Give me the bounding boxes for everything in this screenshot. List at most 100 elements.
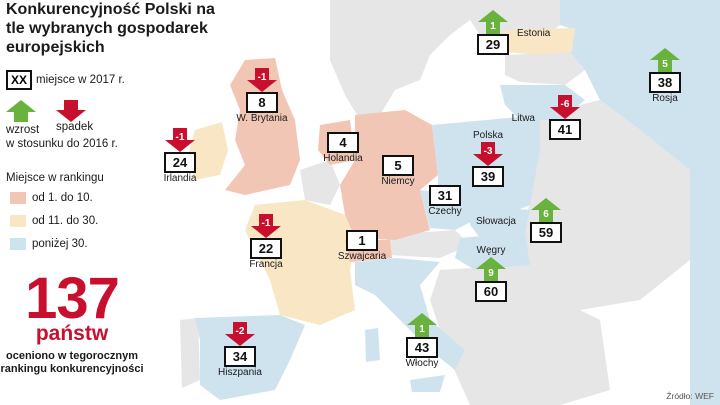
land-slovakia [470,205,530,238]
country-name: Niemcy [381,176,415,187]
swatch-below30 [10,238,26,250]
country-marker: Polska -3 39 [448,130,528,187]
land-austria [385,230,470,258]
land-uk [225,58,300,195]
rank-box: 31 [429,185,461,206]
country-name: Włochy [405,358,439,369]
rank-box: 41 [549,119,581,140]
country-marker: 1 43 Włochy [382,313,462,370]
range-label-below30: poniżej 30. [32,238,88,250]
rank-box: 24 [164,152,196,173]
land-estonia [505,28,575,55]
country-marker: -1 24 Irlandia [140,128,220,185]
country-name: Węgry [476,245,506,256]
rank-box: 34 [224,346,256,367]
country-name: Francja [249,259,283,270]
country-marker: 6 59 [506,198,586,243]
map-title: Konkurencyjność Polski na tle wybranych … [6,1,215,56]
country-name: Słowacja [475,216,516,227]
land-russia [560,0,720,405]
rise-arrow-icon: 6 [531,198,561,222]
rank-legend-title: Miejsce w rankingu [6,172,104,184]
summary-unit: państw [35,322,109,345]
fall-arrow-icon: -1 [247,68,277,92]
country-name: Irlandia [163,173,197,184]
fall-arrow-icon [56,100,86,122]
rank-change: -1 [258,72,267,83]
country-name: Szwajcaria [337,251,387,262]
rise-label: wzrost [6,124,40,136]
land-portugal [180,318,200,388]
land-scandinavia [330,0,470,120]
summary-number: 137 [25,266,120,331]
rank-box: 5 [382,155,414,176]
country-name: Holandia [323,153,363,164]
rank-box: 43 [406,337,438,358]
rank-change: 1 [419,324,425,335]
rank-box: 60 [475,281,507,302]
fall-arrow-icon: -6 [550,95,580,119]
country-marker: 31 Czechy [405,185,485,218]
rank-change: -1 [176,132,185,143]
fall-arrow-icon: -3 [473,142,503,166]
land-ireland [188,122,228,180]
range-label-top10: od 1. do 10. [32,192,93,204]
fall-arrow-icon: -2 [225,322,255,346]
country-name: Polska [472,130,503,141]
country-marker: 5 Niemcy [358,155,438,188]
country-name: Hiszpania [218,367,262,378]
rank-change: 1 [490,21,496,32]
land-benelux [300,160,340,205]
rise-arrow-icon: 9 [476,257,506,281]
country-marker: -1 8 W. Brytania [222,68,302,125]
land-sicily [410,375,445,392]
rank-change: 5 [662,59,668,70]
rank-box: 29 [477,34,509,55]
country-marker: 1 Szwajcaria [322,230,402,263]
rank-change: -1 [262,218,271,229]
rank-change: -2 [236,326,245,337]
rise-arrow-icon: 1 [407,313,437,337]
range-label-11-30: od 11. do 30. [32,215,99,227]
rank-box: 59 [530,222,562,243]
fall-arrow-icon: -1 [165,128,195,152]
compare-text: w stosunku do 2016 r. [6,138,118,150]
place-key-text: miejsce w 2017 r. [36,74,125,86]
country-name: Estonia [517,28,551,39]
source-note: Źródło: WEF [666,391,714,401]
country-name: Rosja [652,93,678,104]
fall-label: spadek [56,121,94,133]
land-latvia [505,52,585,85]
country-marker: 1 29 [453,10,533,55]
summary-text: oceniono w tegorocznym rankingu konkuren… [0,350,144,375]
rank-box: 8 [246,92,278,113]
country-name: Litwa [511,113,535,124]
country-name: W. Brytania [236,113,288,124]
rank-change: -6 [561,99,570,110]
land-romania [520,240,620,305]
place-key-box: XX [6,70,32,90]
country-marker: -6 41 [525,95,605,140]
country-marker: 5 38 Rosja [625,48,705,105]
rise-arrow-icon: 1 [478,10,508,34]
rise-arrow-icon [6,100,36,122]
country-name: Czechy [428,206,462,217]
country-marker: Węgry 9 60 [451,245,531,302]
land-sardinia [365,328,380,362]
rank-box: 22 [250,238,282,259]
rise-arrow-icon: 5 [650,48,680,72]
country-marker: -1 22 Francja [226,214,306,271]
swatch-top10 [10,192,26,204]
rank-box: 39 [472,166,504,187]
country-marker: -2 34 Hiszpania [200,322,280,379]
rank-change: -3 [484,146,493,157]
rank-change: 9 [488,268,494,279]
rank-box: 4 [327,132,359,153]
country-marker: 4 Holandia [303,132,383,165]
swatch-11-30 [10,215,26,227]
rank-box: 38 [649,72,681,93]
land-hungary [455,232,530,270]
rank-box: 1 [346,230,378,251]
